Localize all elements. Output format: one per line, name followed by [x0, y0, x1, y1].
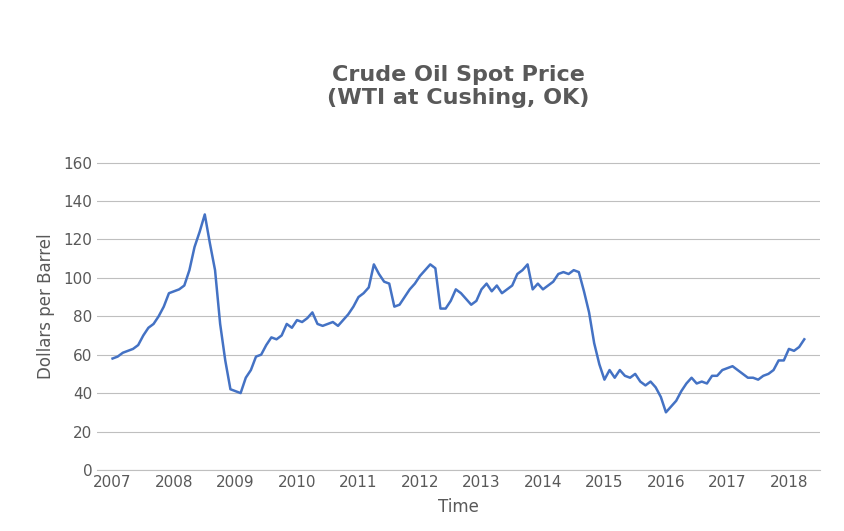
Title: Crude Oil Spot Price
(WTI at Cushing, OK): Crude Oil Spot Price (WTI at Cushing, OK…: [327, 65, 589, 108]
X-axis label: Time: Time: [437, 498, 479, 516]
Y-axis label: Dollars per Barrel: Dollars per Barrel: [37, 234, 55, 380]
